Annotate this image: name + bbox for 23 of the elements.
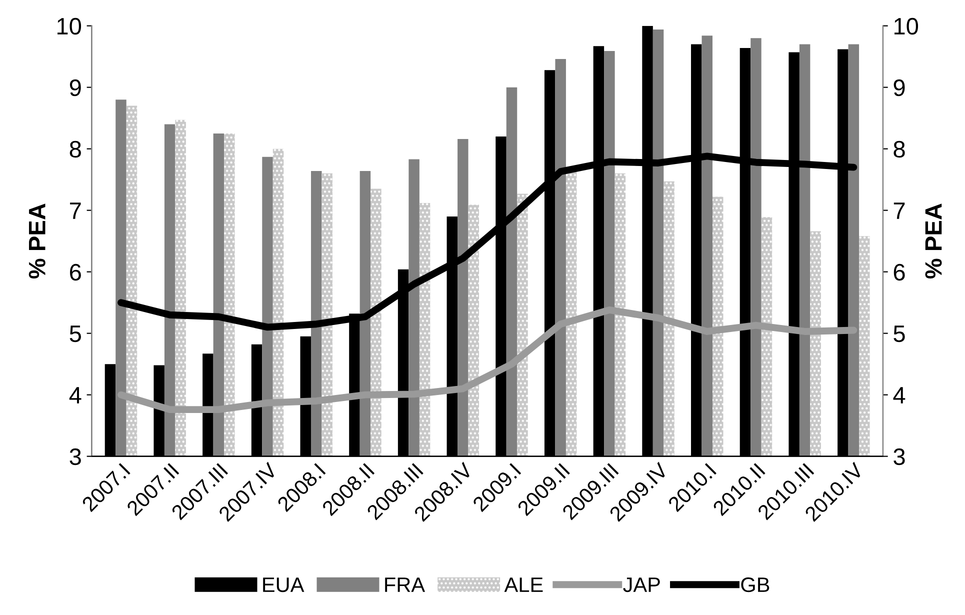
y2-tick-label: 4 — [893, 387, 906, 404]
y-tick-label: 5 — [70, 326, 81, 342]
y2-tick-label: 5 — [894, 326, 905, 342]
y2-tick-label: 8 — [894, 140, 905, 158]
y2-axis-title: % PEA — [925, 204, 942, 279]
y-tick-label: 3 — [70, 448, 81, 466]
y-tick-label: 10 — [57, 18, 82, 35]
y-tick-label: 4 — [69, 387, 82, 404]
y2-tick-label: 6 — [894, 264, 905, 281]
y-axis-title: % PEA — [28, 204, 46, 279]
y-tick-label: 6 — [70, 264, 81, 281]
y-tick-label: 8 — [70, 140, 81, 158]
legend-label: FRA — [385, 578, 426, 592]
legend-label: JAP — [623, 578, 660, 592]
legend-label: GB — [741, 577, 770, 592]
y2-tick-label: 10 — [894, 18, 918, 35]
y-tick-label: 7 — [70, 202, 81, 219]
legend-label: EUA — [263, 578, 304, 592]
y2-tick-label: 3 — [894, 448, 905, 466]
legend-label: ALE — [504, 578, 543, 592]
y-tick-label: 9 — [70, 79, 81, 96]
y2-tick-label: 7 — [894, 202, 905, 219]
y2-tick-label: 9 — [894, 79, 905, 96]
